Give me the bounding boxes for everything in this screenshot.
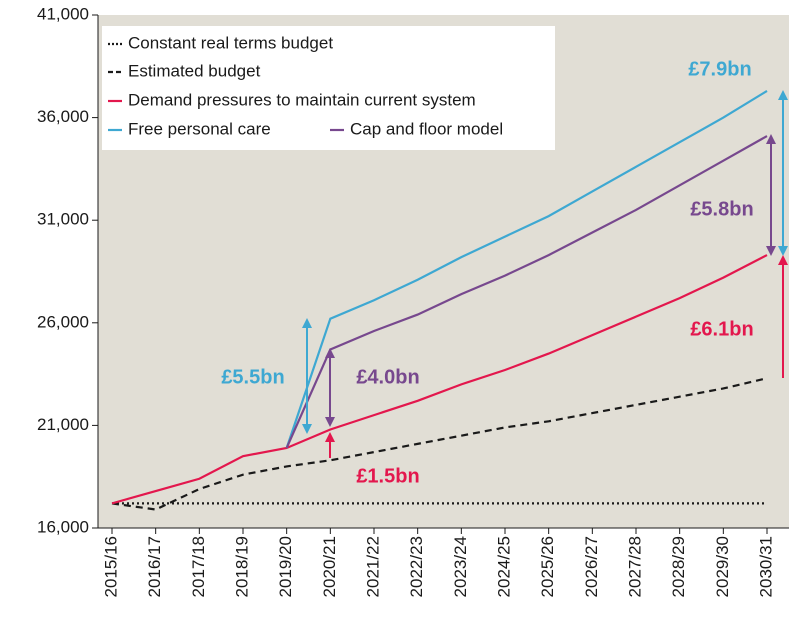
y-tick-label: 31,000 xyxy=(37,210,89,229)
legend-label: Constant real terms budget xyxy=(128,33,333,52)
legend-label: Cap and floor model xyxy=(350,119,503,138)
series-line xyxy=(285,135,768,449)
legend-box xyxy=(102,26,555,150)
legend-label: Free personal care xyxy=(128,119,271,138)
x-tick-label: 2028/29 xyxy=(669,536,688,597)
annotation: £1.5bn xyxy=(356,465,419,487)
annotation: £4.0bn xyxy=(356,366,419,388)
x-tick-label: 2018/19 xyxy=(232,536,251,597)
x-tick-label: 2015/16 xyxy=(101,536,120,597)
y-tick-label: 36,000 xyxy=(37,107,89,126)
series-line xyxy=(111,254,768,505)
y-tick-label: 26,000 xyxy=(37,312,89,331)
y-tick-label: 41,000 xyxy=(37,4,89,23)
legend-label: Estimated budget xyxy=(128,61,261,80)
annotation: £6.1bn xyxy=(690,318,753,340)
x-tick-label: 2021/22 xyxy=(363,536,382,597)
annotation: £5.8bn xyxy=(690,198,753,220)
x-tick-label: 2017/18 xyxy=(189,536,208,597)
x-tick-label: 2030/31 xyxy=(756,536,775,597)
x-tick-label: 2025/26 xyxy=(538,536,557,597)
x-tick-label: 2023/24 xyxy=(451,536,470,597)
series-line xyxy=(285,89,768,449)
x-tick-label: 2020/21 xyxy=(320,536,339,597)
series-line xyxy=(111,377,768,511)
y-tick-label: 21,000 xyxy=(37,415,89,434)
x-tick-label: 2019/20 xyxy=(276,536,295,597)
x-tick-label: 2027/28 xyxy=(625,536,644,597)
x-tick-label: 2026/27 xyxy=(582,536,601,597)
x-tick-label: 2024/25 xyxy=(494,536,513,597)
x-tick-label: 2022/23 xyxy=(407,536,426,597)
legend-label: Demand pressures to maintain current sys… xyxy=(128,90,476,109)
x-tick-label: 2016/17 xyxy=(145,536,164,597)
annotation: £5.5bn xyxy=(221,366,284,388)
x-tick-label: 2029/30 xyxy=(713,536,732,597)
y-tick-label: 16,000 xyxy=(37,517,89,536)
annotation: £7.9bn xyxy=(688,58,751,80)
